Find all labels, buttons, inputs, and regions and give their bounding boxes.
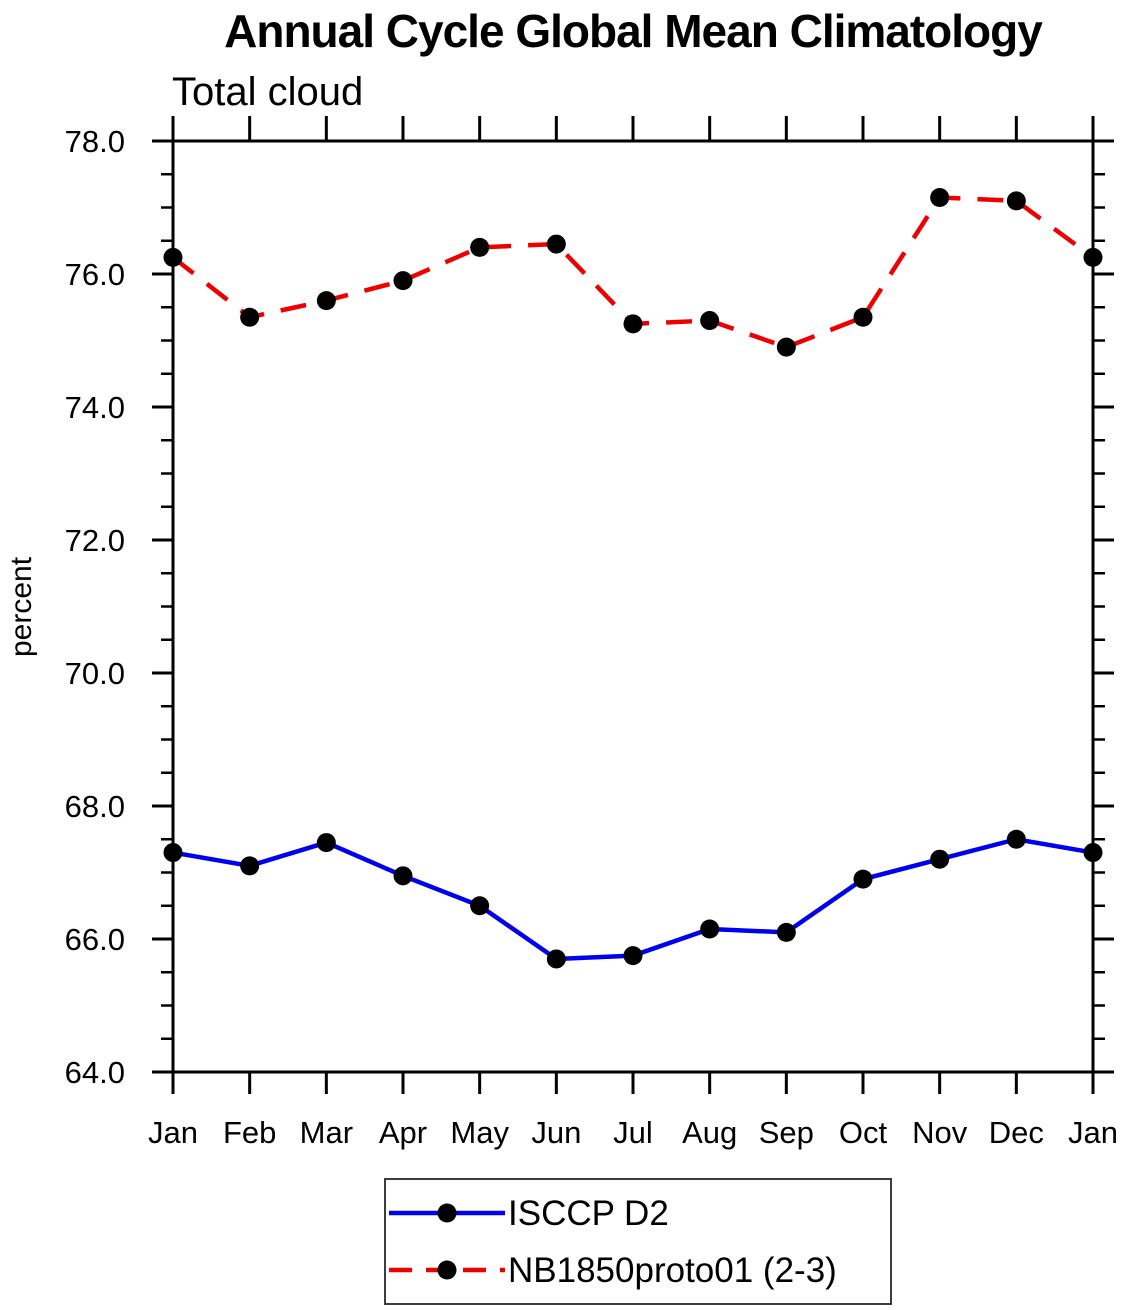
legend-line-sample-solid xyxy=(389,1203,505,1223)
x-tick-label: Sep xyxy=(759,1115,814,1150)
x-tick-label: Oct xyxy=(839,1115,888,1150)
data-point-marker xyxy=(163,843,183,863)
y-tick-label: 78.0 xyxy=(65,124,125,159)
data-point-marker xyxy=(1083,247,1103,267)
data-point-marker xyxy=(240,856,260,876)
x-tick-label: Mar xyxy=(300,1115,353,1150)
data-point-marker xyxy=(776,922,796,942)
y-tick-label: 64.0 xyxy=(65,1055,125,1090)
data-point-marker xyxy=(240,307,260,327)
x-tick-label: Jan xyxy=(1068,1115,1118,1150)
legend-label: NB1850proto01 (2-3) xyxy=(508,1250,837,1290)
x-tick-label: Aug xyxy=(682,1115,737,1150)
chart-subtitle: Total cloud xyxy=(172,70,364,114)
data-point-marker xyxy=(700,919,720,939)
x-tick-label: Nov xyxy=(912,1115,968,1150)
data-point-marker xyxy=(546,949,566,969)
data-point-marker xyxy=(623,314,643,334)
y-tick-label: 66.0 xyxy=(65,922,125,957)
y-tick-label: 74.0 xyxy=(65,390,125,425)
legend-marker-dot xyxy=(437,1203,457,1223)
data-point-marker xyxy=(393,271,413,291)
data-point-marker xyxy=(623,946,643,966)
data-point-marker xyxy=(930,849,950,869)
x-tick-label: Jun xyxy=(531,1115,581,1150)
x-tick-label: May xyxy=(450,1115,509,1150)
data-point-marker xyxy=(853,307,873,327)
data-point-marker xyxy=(1083,843,1103,863)
data-point-marker xyxy=(163,247,183,267)
x-tick-label: Feb xyxy=(223,1115,276,1150)
data-point-marker xyxy=(316,291,336,311)
chart-title: Annual Cycle Global Mean Climatology xyxy=(224,5,1043,57)
data-point-marker xyxy=(546,234,566,254)
legend-box: ISCCP D2 NB1850proto01 (2-3) xyxy=(384,1178,892,1305)
data-point-marker xyxy=(1006,829,1026,849)
x-tick-label: Jul xyxy=(613,1115,653,1150)
data-point-marker xyxy=(700,311,720,331)
y-tick-label: 72.0 xyxy=(65,523,125,558)
series-line-0 xyxy=(172,836,1094,962)
data-point-marker xyxy=(470,896,490,916)
data-point-marker xyxy=(853,869,873,889)
legend-line-sample-dashed xyxy=(389,1260,505,1280)
data-point-marker xyxy=(930,188,950,208)
plot-frame xyxy=(171,139,1095,1074)
legend-entry-nb1850: NB1850proto01 (2-3) xyxy=(386,1246,890,1294)
data-point-marker xyxy=(776,337,796,357)
data-point-marker xyxy=(1006,191,1026,211)
legend-label: ISCCP D2 xyxy=(508,1193,669,1233)
data-point-marker xyxy=(316,833,336,853)
legend-marker-dot xyxy=(437,1260,457,1280)
data-point-marker xyxy=(470,237,490,257)
x-tick-label: Jan xyxy=(148,1115,198,1150)
legend-entry-isccp: ISCCP D2 xyxy=(386,1189,890,1237)
x-tick-label: Dec xyxy=(989,1115,1044,1150)
y-tick-label: 68.0 xyxy=(65,789,125,824)
data-point-marker xyxy=(393,866,413,886)
y-tick-label: 70.0 xyxy=(65,656,125,691)
x-tick-label: Apr xyxy=(379,1115,427,1150)
y-tick-label: 76.0 xyxy=(65,257,125,292)
